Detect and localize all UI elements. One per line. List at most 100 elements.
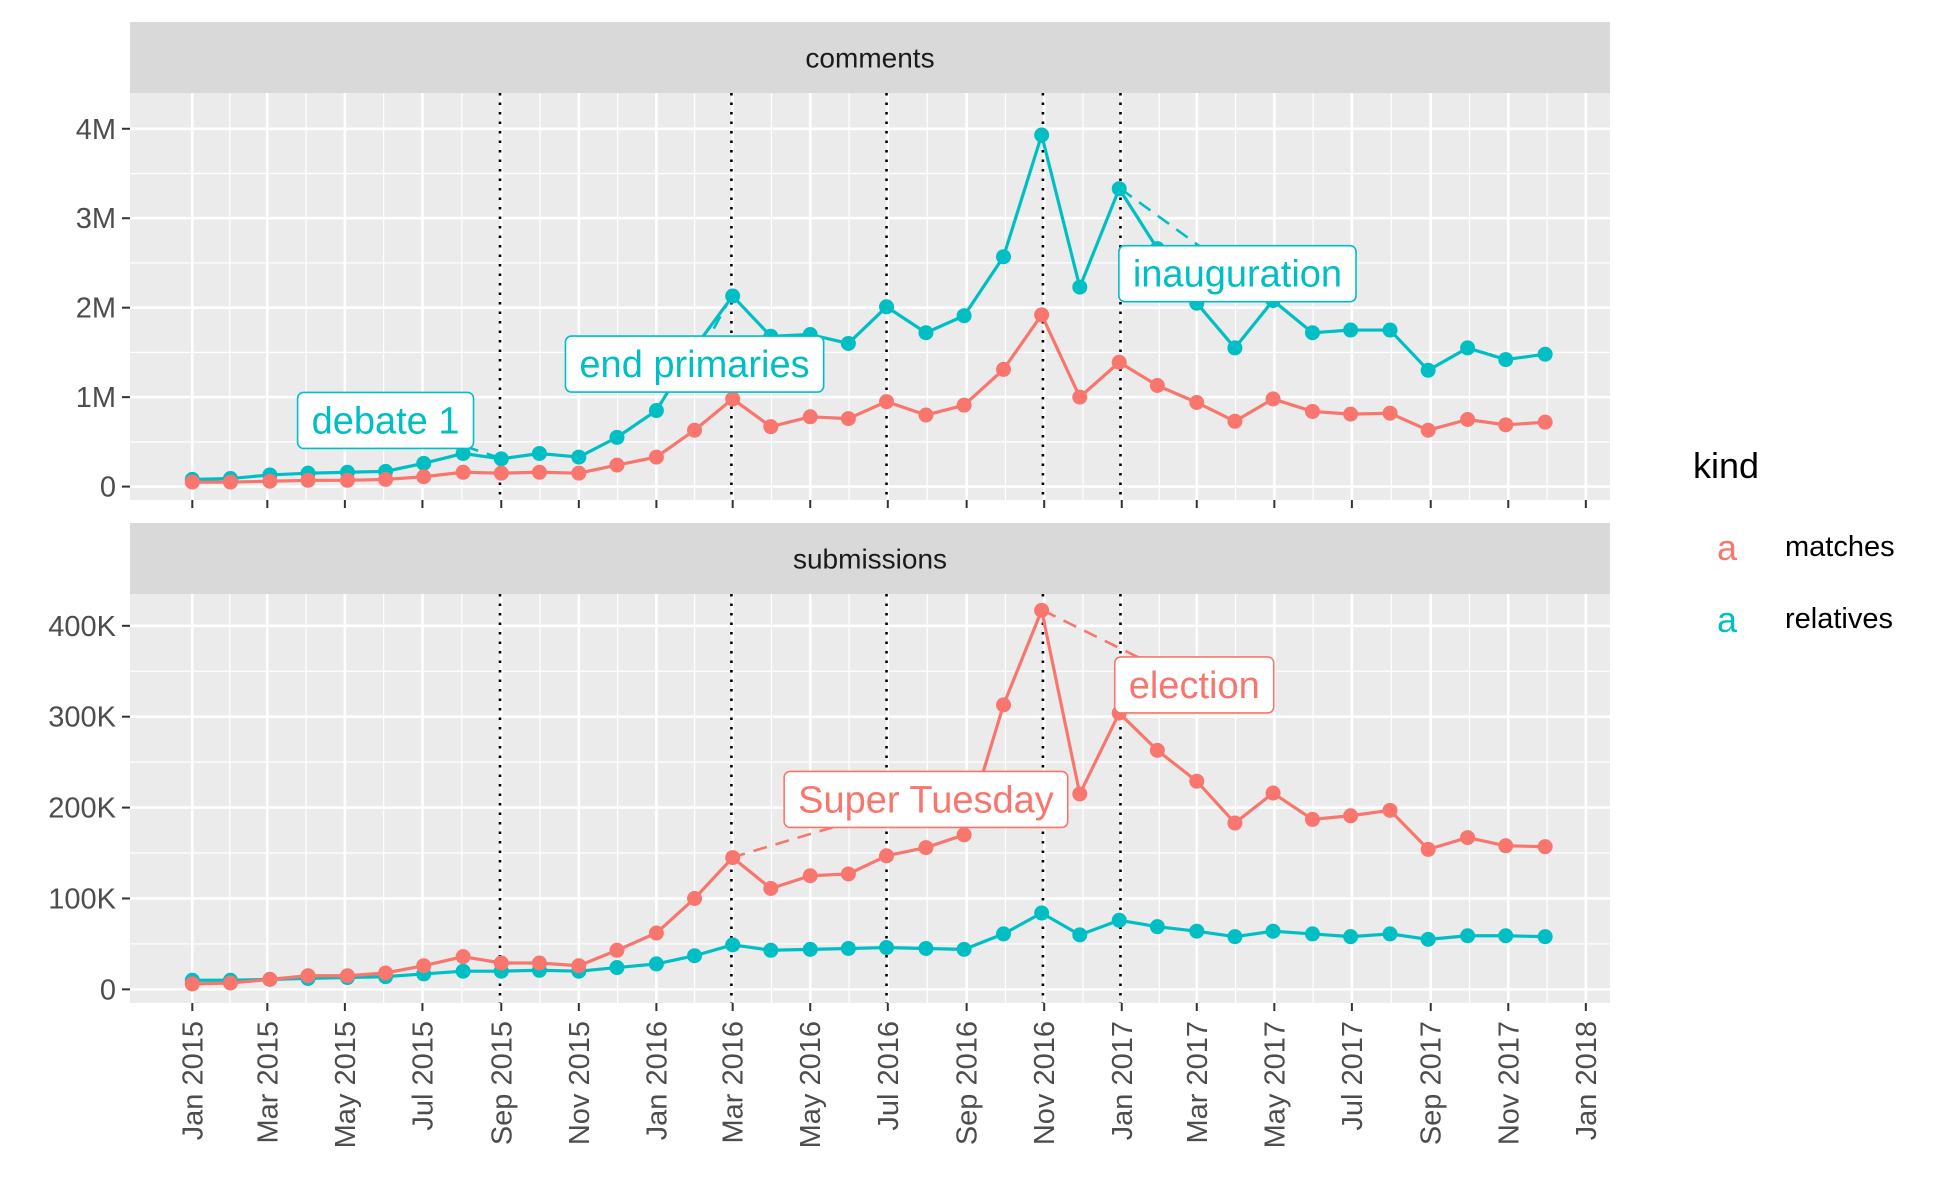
x-tick-label: Nov 2016 xyxy=(1029,1021,1061,1145)
data-point-matches xyxy=(1072,786,1088,802)
legend: kind a matches a relatives xyxy=(1693,445,1895,640)
annotation-label: inauguration xyxy=(1118,244,1357,303)
data-point-relatives xyxy=(609,960,625,976)
y-tick-label: 0 xyxy=(100,472,116,504)
data-point-relatives xyxy=(1343,929,1359,945)
data-point-matches xyxy=(1189,394,1205,410)
annotation-label: end primaries xyxy=(564,335,825,393)
annotation-text: inauguration xyxy=(1133,254,1342,296)
data-point-matches xyxy=(1189,773,1205,789)
x-tick-label: Jan 2016 xyxy=(641,1021,673,1140)
data-point-matches xyxy=(1382,802,1398,818)
x-tick-label: Jan 2017 xyxy=(1107,1021,1139,1140)
data-point-matches xyxy=(378,471,394,487)
data-point-matches xyxy=(1034,602,1050,618)
x-tick-label: May 2015 xyxy=(330,1021,362,1148)
data-point-matches xyxy=(1537,414,1553,430)
data-point-matches xyxy=(840,866,856,882)
data-point-matches xyxy=(1227,413,1243,429)
data-point-relatives xyxy=(918,325,934,341)
data-point-relatives xyxy=(493,451,509,467)
data-point-relatives xyxy=(1537,929,1553,945)
annotation-label: Super Tuesday xyxy=(783,770,1069,829)
grid xyxy=(130,93,1610,500)
data-point-matches xyxy=(493,955,509,971)
data-point-matches xyxy=(1537,839,1553,855)
data-point-relatives xyxy=(1034,127,1050,143)
x-axis: Jan 2015 Mar 2015 May 2015 Jul 2015 Sep 2015… xyxy=(177,1021,1603,1148)
data-point-matches xyxy=(571,465,587,481)
data-point-relatives xyxy=(1227,340,1243,356)
data-point-relatives xyxy=(571,449,587,465)
annotation: inauguration xyxy=(1118,187,1357,303)
data-point-relatives xyxy=(840,335,856,351)
y-axis: 0 100K 200K 300K 400K xyxy=(48,611,130,1006)
annotation-leader xyxy=(693,295,733,365)
y-tick-label: 4M xyxy=(76,114,116,146)
annotation: election xyxy=(1042,609,1275,714)
data-point-matches xyxy=(378,965,394,981)
data-point-matches xyxy=(416,469,432,485)
data-point-relatives xyxy=(1227,929,1243,945)
y-tick-label: 100K xyxy=(48,883,116,915)
data-point-matches xyxy=(1498,417,1514,433)
x-tick-label: Jul 2015 xyxy=(407,1021,439,1131)
data-point-relatives xyxy=(1111,181,1127,197)
series-matches xyxy=(184,307,1553,490)
legend-label: relatives xyxy=(1785,603,1893,635)
data-point-relatives xyxy=(1304,325,1320,341)
data-point-matches xyxy=(763,880,779,896)
data-point-relatives xyxy=(802,941,818,957)
data-point-matches xyxy=(763,419,779,435)
legend-key: a xyxy=(1717,599,1738,640)
annotation-box xyxy=(296,391,475,450)
data-point-matches xyxy=(996,697,1012,713)
data-point-relatives xyxy=(1343,322,1359,338)
data-point-relatives xyxy=(1537,346,1553,362)
data-point-relatives xyxy=(996,926,1012,942)
data-point-relatives xyxy=(416,455,432,471)
x-tick-label: Jul 2016 xyxy=(873,1021,905,1131)
data-point-matches xyxy=(648,925,664,941)
data-point-relatives xyxy=(918,940,934,956)
data-point-relatives xyxy=(648,956,664,972)
annotation-label: debate 1 xyxy=(296,391,475,450)
data-point-matches xyxy=(802,409,818,425)
data-point-matches xyxy=(840,411,856,427)
y-tick-label: 300K xyxy=(48,702,116,734)
data-point-matches xyxy=(1227,815,1243,831)
data-point-matches xyxy=(416,958,432,974)
data-point-matches xyxy=(1420,841,1436,857)
data-point-matches xyxy=(1304,403,1320,419)
data-point-matches xyxy=(184,474,200,490)
data-point-relatives xyxy=(687,948,703,964)
data-point-matches xyxy=(609,942,625,958)
data-point-matches xyxy=(1111,354,1127,370)
data-point-relatives xyxy=(648,403,664,419)
data-point-matches xyxy=(1420,422,1436,438)
annotation: Super Tuesday xyxy=(731,770,1069,859)
data-point-relatives xyxy=(1498,928,1514,944)
y-tick-label: 0 xyxy=(100,974,116,1006)
series-matches xyxy=(184,602,1553,992)
panel-comments: comments 0 1M 2M 3M 4M debate 1 end primaries in… xyxy=(76,22,1610,508)
data-point-relatives xyxy=(1420,362,1436,378)
legend-title: kind xyxy=(1693,445,1759,486)
data-point-matches xyxy=(300,472,316,488)
data-point-matches xyxy=(1149,742,1165,758)
data-point-relatives xyxy=(1189,923,1205,939)
data-point-relatives xyxy=(763,942,779,958)
data-point-relatives xyxy=(1460,928,1476,944)
data-point-matches xyxy=(1265,391,1281,407)
facet-strip xyxy=(130,523,1610,594)
annotation-text: end primaries xyxy=(579,344,809,386)
data-point-matches xyxy=(725,391,741,407)
data-point-matches xyxy=(339,472,355,488)
data-point-matches xyxy=(222,474,238,490)
data-point-relatives xyxy=(840,940,856,956)
data-point-relatives xyxy=(1034,905,1050,921)
data-point-relatives xyxy=(1149,919,1165,935)
legend-key: a xyxy=(1717,527,1738,568)
data-point-relatives xyxy=(996,249,1012,265)
y-tick-label: 1M xyxy=(76,382,116,414)
